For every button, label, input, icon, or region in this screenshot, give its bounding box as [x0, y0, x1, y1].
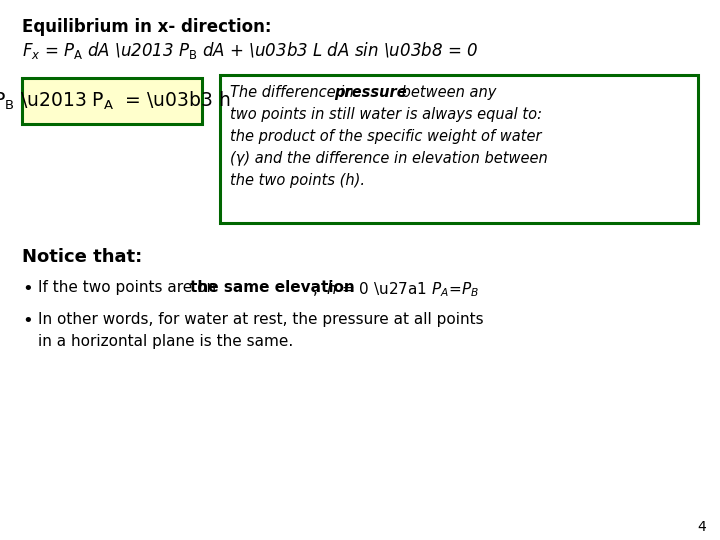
Text: 4: 4 [697, 520, 706, 534]
Text: two points in still water is always equal to:: two points in still water is always equa… [230, 107, 542, 122]
Text: ,  $h$ = 0 \u27a1 $P_A$=$P_B$: , $h$ = 0 \u27a1 $P_A$=$P_B$ [312, 280, 479, 299]
Text: $F_x$ = P$_\mathrm{A}$ dA \u2013 P$_\mathrm{B}$ dA + \u03b3 L dA sin \u03b8 = 0: $F_x$ = P$_\mathrm{A}$ dA \u2013 P$_\mat… [22, 40, 478, 61]
Text: Equilibrium in x- direction:: Equilibrium in x- direction: [22, 18, 271, 36]
Text: Notice that:: Notice that: [22, 248, 143, 266]
Text: The difference in: The difference in [230, 85, 359, 100]
Text: •: • [22, 280, 32, 298]
Text: the product of the specific weight of water: the product of the specific weight of wa… [230, 129, 541, 144]
Text: pressure: pressure [334, 85, 407, 100]
Text: (γ) and the difference in elevation between: (γ) and the difference in elevation betw… [230, 151, 548, 166]
Text: In other words, for water at rest, the pressure at all points: In other words, for water at rest, the p… [38, 312, 484, 327]
Text: the same elevation: the same elevation [190, 280, 355, 295]
Text: in a horizontal plane is the same.: in a horizontal plane is the same. [38, 334, 293, 349]
Text: If the two points are on: If the two points are on [38, 280, 221, 295]
Text: P$_\mathrm{B}$ \u2013 P$_\mathrm{A}$  = \u03b3 h: P$_\mathrm{B}$ \u2013 P$_\mathrm{A}$ = \… [0, 90, 231, 112]
FancyBboxPatch shape [22, 78, 202, 124]
Text: •: • [22, 312, 32, 330]
FancyBboxPatch shape [220, 75, 698, 223]
Text: the two points (h).: the two points (h). [230, 173, 365, 188]
Text: between any: between any [397, 85, 496, 100]
